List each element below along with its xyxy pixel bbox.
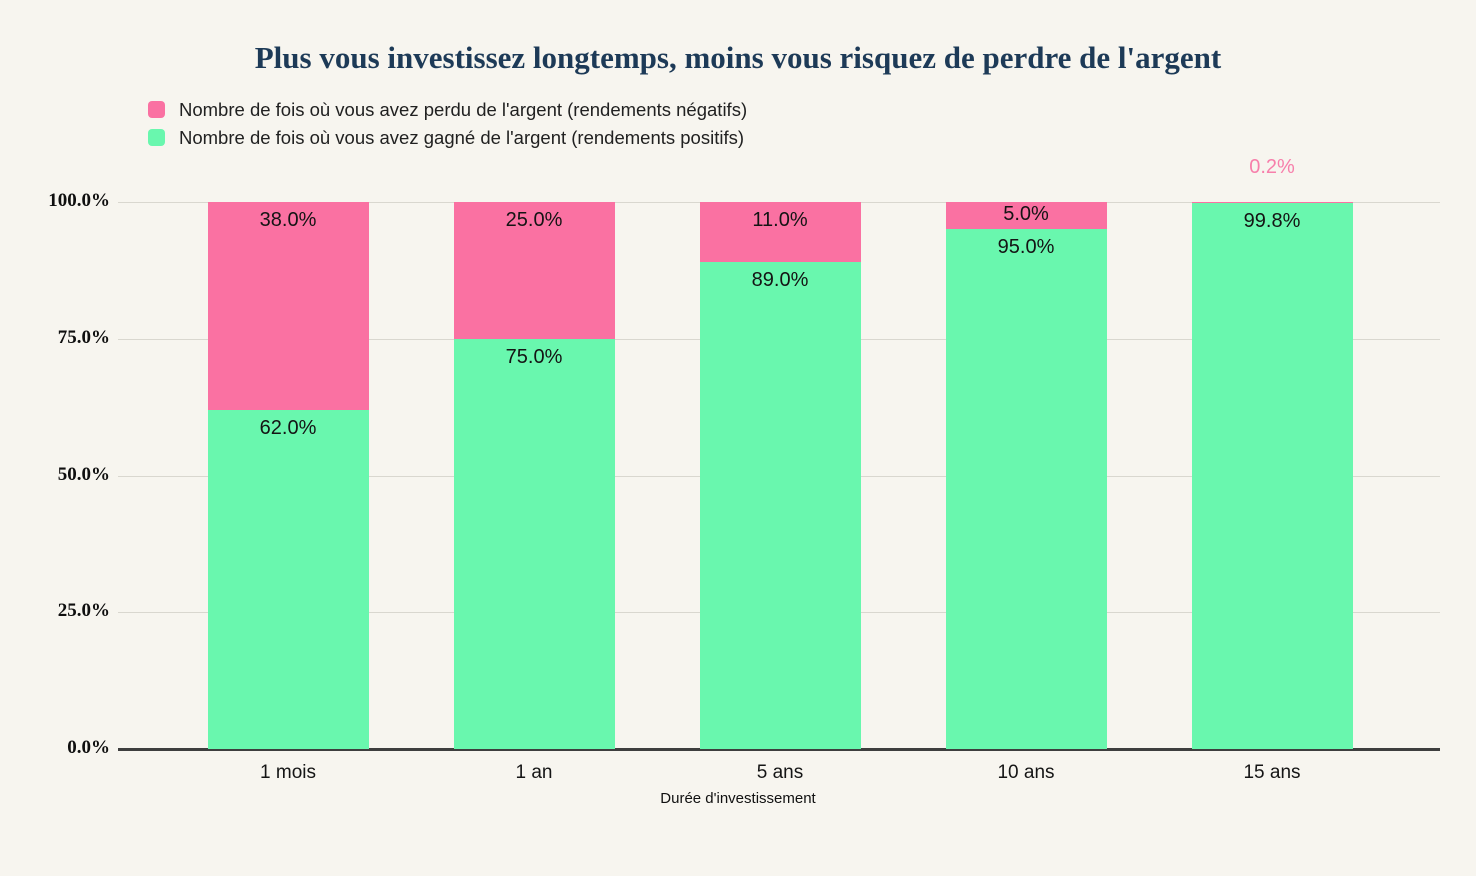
bar-value-label: 75.0% bbox=[505, 345, 563, 368]
legend-item-lost: Nombre de fois où vous avez perdu de l'a… bbox=[148, 98, 748, 120]
bar-segment-gained bbox=[699, 262, 861, 749]
bar-segment-lost bbox=[699, 202, 861, 263]
bar-value-label: 99.8% bbox=[1243, 210, 1301, 233]
bar-value-label: 0.2% bbox=[1249, 156, 1295, 178]
chart-title: Plus vous investissez longtemps, moins v… bbox=[254, 40, 1222, 75]
bar-segment-gained bbox=[1191, 203, 1353, 749]
bar-group-1-an: 25.0% 75.0% bbox=[453, 202, 615, 749]
bar-group-15-ans: 0.2% 99.8% bbox=[1191, 156, 1353, 749]
bar-segment-lost bbox=[453, 202, 615, 339]
chart-area: 0.0% 25.0% 50.0% 75.0% 100.0% 38.0% 62.0% 1 moi… bbox=[48, 156, 1440, 783]
x-category-label: 1 an bbox=[515, 762, 553, 783]
legend-swatch-gained-icon bbox=[148, 129, 165, 146]
legend: Nombre de fois où vous avez perdu de l'a… bbox=[148, 98, 748, 157]
legend-item-gained: Nombre de fois où vous avez gagné de l'a… bbox=[148, 126, 747, 148]
bar-value-label: 95.0% bbox=[997, 236, 1055, 259]
y-tick-label: 25.0% bbox=[57, 600, 110, 622]
y-tick-label: 50.0% bbox=[57, 463, 110, 485]
y-tick-label: 100.0% bbox=[48, 190, 110, 211]
bar-segment-lost bbox=[1191, 202, 1353, 204]
x-category-label: 1 mois bbox=[260, 762, 316, 783]
x-axis-title: Durée d'investissement bbox=[660, 790, 816, 807]
bar-segment-gained bbox=[453, 338, 615, 749]
bar-segment-gained bbox=[945, 229, 1107, 749]
bar-value-label: 25.0% bbox=[505, 209, 563, 231]
bar-group-10-ans: 5.0% 95.0% bbox=[945, 202, 1107, 749]
y-tick-label: 0.0% bbox=[67, 737, 110, 758]
y-tick-label: 75.0% bbox=[57, 326, 110, 348]
x-category-label: 10 ans bbox=[997, 762, 1055, 783]
bar-group-1-mois: 38.0% 62.0% bbox=[207, 202, 369, 749]
bar-value-label: 62.0% bbox=[259, 416, 317, 439]
x-axis-line bbox=[118, 748, 1440, 751]
bar-segment-lost bbox=[945, 202, 1107, 230]
bar-value-label: 89.0% bbox=[751, 269, 809, 292]
legend-label-lost: Nombre de fois où vous avez perdu de l'a… bbox=[179, 98, 748, 120]
bar-value-label: 38.0% bbox=[259, 209, 317, 231]
bar-group-5-ans: 11.0% 89.0% bbox=[699, 202, 861, 749]
bar-segment-lost bbox=[207, 202, 369, 410]
x-category-label: 15 ans bbox=[1243, 762, 1301, 783]
bar-value-label: 5.0% bbox=[1003, 202, 1049, 225]
legend-swatch-lost-icon bbox=[148, 101, 165, 118]
bar-segment-gained bbox=[207, 409, 369, 749]
bar-value-label: 11.0% bbox=[752, 209, 808, 231]
x-category-label: 5 ans bbox=[756, 762, 804, 783]
legend-label-gained: Nombre de fois où vous avez gagné de l'a… bbox=[179, 126, 745, 148]
